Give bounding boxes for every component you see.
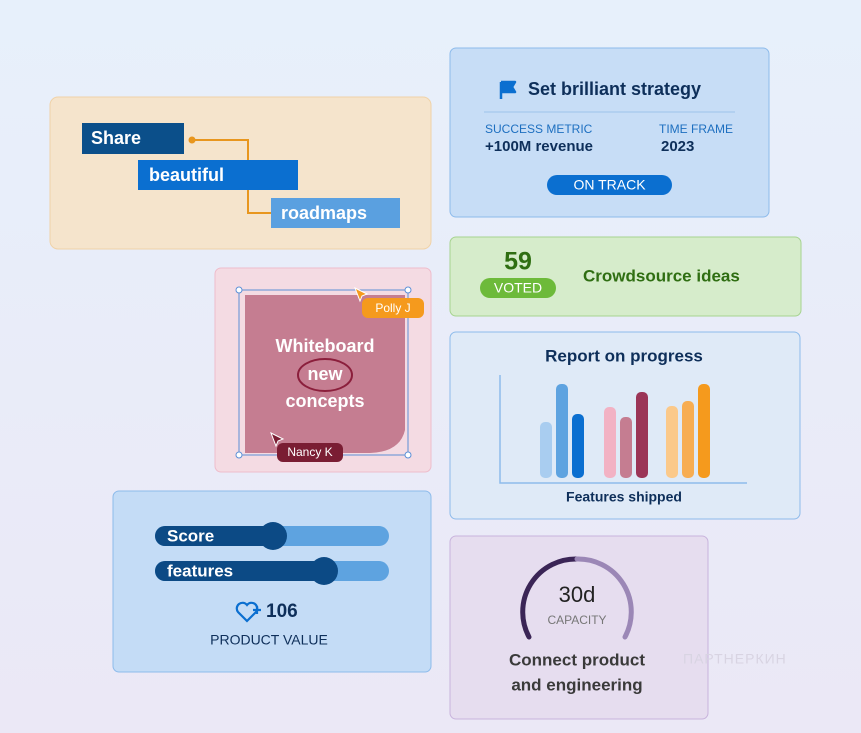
slider-label: features	[167, 561, 233, 580]
vote-count: 59	[504, 248, 532, 276]
capacity-label: CAPACITY	[547, 613, 606, 627]
decorative-bars	[540, 384, 710, 478]
whiteboard-card: Whiteboard new concepts Polly J Nancy K	[214, 267, 432, 473]
slider-label: Score	[167, 526, 214, 545]
time-value: 2023	[661, 138, 694, 155]
value-score: 106	[266, 601, 298, 622]
report-card: Report on progress Features shipped	[449, 331, 801, 520]
watermark: ПАРТНЕРКИН	[683, 651, 787, 667]
roadmap-word: beautiful	[149, 165, 224, 185]
capacity-card: 30d CAPACITY Connect product and enginee…	[449, 535, 709, 720]
metric-value: +100M revenue	[485, 138, 593, 155]
cursor-tag: Nancy K	[287, 445, 332, 459]
roadmap-word: roadmaps	[281, 203, 367, 223]
time-label: TIME FRAME	[659, 122, 733, 136]
metric-label: SUCCESS METRIC	[485, 122, 593, 136]
report-axis-label: Features shipped	[566, 489, 682, 505]
sticky-text: Whiteboard	[276, 336, 375, 356]
status-pill: ON TRACK	[573, 177, 646, 193]
sticky-text: concepts	[285, 391, 364, 411]
report-title: Report on progress	[545, 346, 703, 365]
crowdsource-title: Crowdsource ideas	[583, 266, 740, 285]
capacity-value: 30d	[559, 582, 596, 607]
strategy-card: Set brilliant strategy SUCCESS METRIC +1…	[449, 47, 770, 218]
capacity-title: Connect product	[509, 650, 645, 669]
sticky-text: new	[307, 364, 343, 384]
vote-label: VOTED	[494, 280, 542, 296]
value-card: Score features 106 PRODUCT VALUE	[112, 490, 432, 673]
value-label: PRODUCT VALUE	[210, 632, 328, 648]
cursor-tag: Polly J	[375, 301, 410, 315]
strategy-title: Set brilliant strategy	[528, 79, 701, 99]
roadmap-card: Share beautiful roadmaps	[49, 96, 432, 250]
roadmap-word: Share	[91, 128, 141, 148]
capacity-title: and engineering	[511, 675, 642, 694]
crowdsource-card: 59 VOTED Crowdsource ideas	[449, 236, 802, 317]
